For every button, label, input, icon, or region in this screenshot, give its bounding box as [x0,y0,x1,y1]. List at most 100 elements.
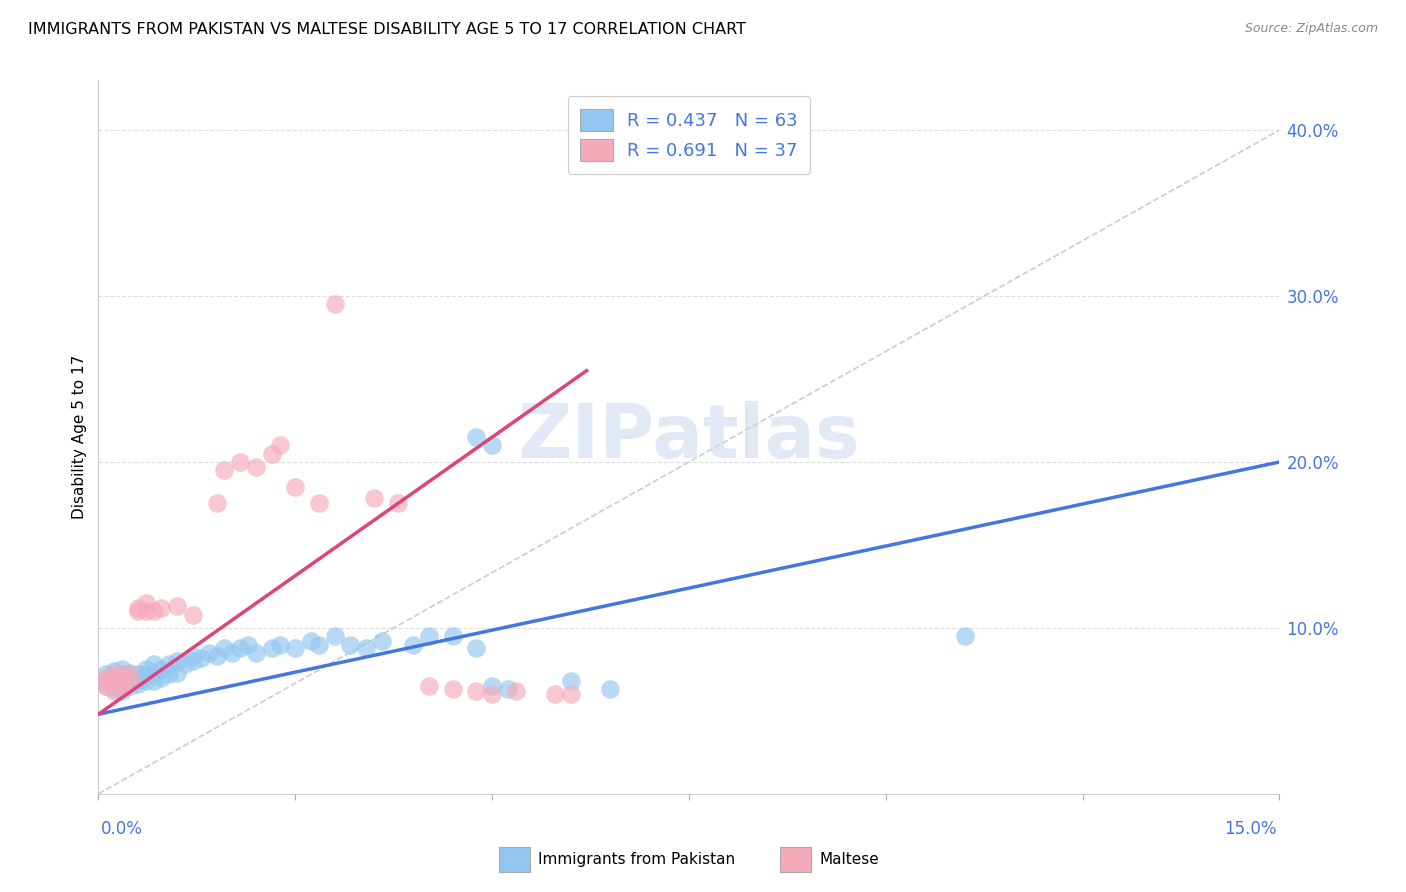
Point [441,629,464,643]
Point [181,649,204,664]
Point [111,673,134,688]
Text: ZIPatlas: ZIPatlas [517,401,860,474]
Point [166,599,188,614]
Point [236,638,259,652]
Point [111,679,134,693]
Point [96,679,118,693]
Point [111,667,134,681]
Point [111,673,134,688]
Point [118,667,141,681]
Point [103,664,125,678]
Point [190,650,212,665]
Point [284,480,307,494]
Point [481,438,503,452]
Point [96,673,118,688]
Point [245,646,267,660]
Point [560,673,582,688]
Point [953,629,976,643]
Point [150,662,173,676]
Point [127,671,149,685]
Point [103,673,125,688]
Point [197,646,219,660]
Point [118,673,141,688]
Point [465,430,488,444]
Point [181,654,204,668]
Point [245,459,267,474]
Point [166,665,188,680]
Point [229,455,252,469]
Point [260,640,283,655]
Point [418,629,440,643]
Point [135,662,157,676]
Point [363,491,385,506]
Point [308,638,330,652]
Point [135,596,157,610]
Point [214,640,236,655]
Point [157,657,180,672]
Point [96,679,118,693]
Point [142,604,165,618]
Point [229,640,252,655]
Point [339,638,361,652]
Point [465,684,488,698]
Point [96,667,118,681]
Point [308,496,330,510]
Point [221,646,243,660]
Point [387,496,409,510]
Point [111,662,134,676]
Point [103,684,125,698]
Point [103,673,125,688]
Point [269,638,291,652]
Point [181,607,204,622]
Point [135,667,157,681]
Point [127,673,149,688]
Point [150,601,173,615]
Point [260,447,283,461]
Point [103,667,125,681]
Legend: R = 0.437   N = 63, R = 0.691   N = 37: R = 0.437 N = 63, R = 0.691 N = 37 [568,96,810,174]
Point [323,297,346,311]
Text: Maltese: Maltese [820,853,879,867]
Point [135,604,157,618]
Point [103,671,125,685]
Point [269,438,291,452]
Point [135,673,157,688]
Point [299,634,322,648]
Text: IMMIGRANTS FROM PAKISTAN VS MALTESE DISABILITY AGE 5 TO 17 CORRELATION CHART: IMMIGRANTS FROM PAKISTAN VS MALTESE DISA… [28,22,747,37]
Point [150,671,173,685]
Point [127,601,149,615]
Point [481,679,503,693]
Point [496,682,519,697]
Point [111,667,134,681]
Point [205,649,228,664]
Text: 0.0%: 0.0% [101,820,143,838]
Point [111,679,134,693]
Point [118,679,141,693]
Point [111,684,134,698]
Point [166,654,188,668]
Point [214,463,236,477]
Point [127,677,149,691]
Point [599,682,621,697]
Point [465,640,488,655]
Point [103,682,125,697]
Point [481,687,503,701]
Point [505,684,527,698]
Point [560,687,582,701]
Point [96,671,118,685]
Point [354,640,377,655]
Point [371,634,394,648]
Y-axis label: Disability Age 5 to 17: Disability Age 5 to 17 [72,355,87,519]
Point [402,638,425,652]
Point [205,496,228,510]
Point [284,640,307,655]
Point [127,604,149,618]
Point [441,682,464,697]
Point [118,671,141,685]
Point [118,673,141,688]
Point [142,673,165,688]
Point [157,667,180,681]
Point [323,629,346,643]
Point [142,657,165,672]
Point [142,665,165,680]
